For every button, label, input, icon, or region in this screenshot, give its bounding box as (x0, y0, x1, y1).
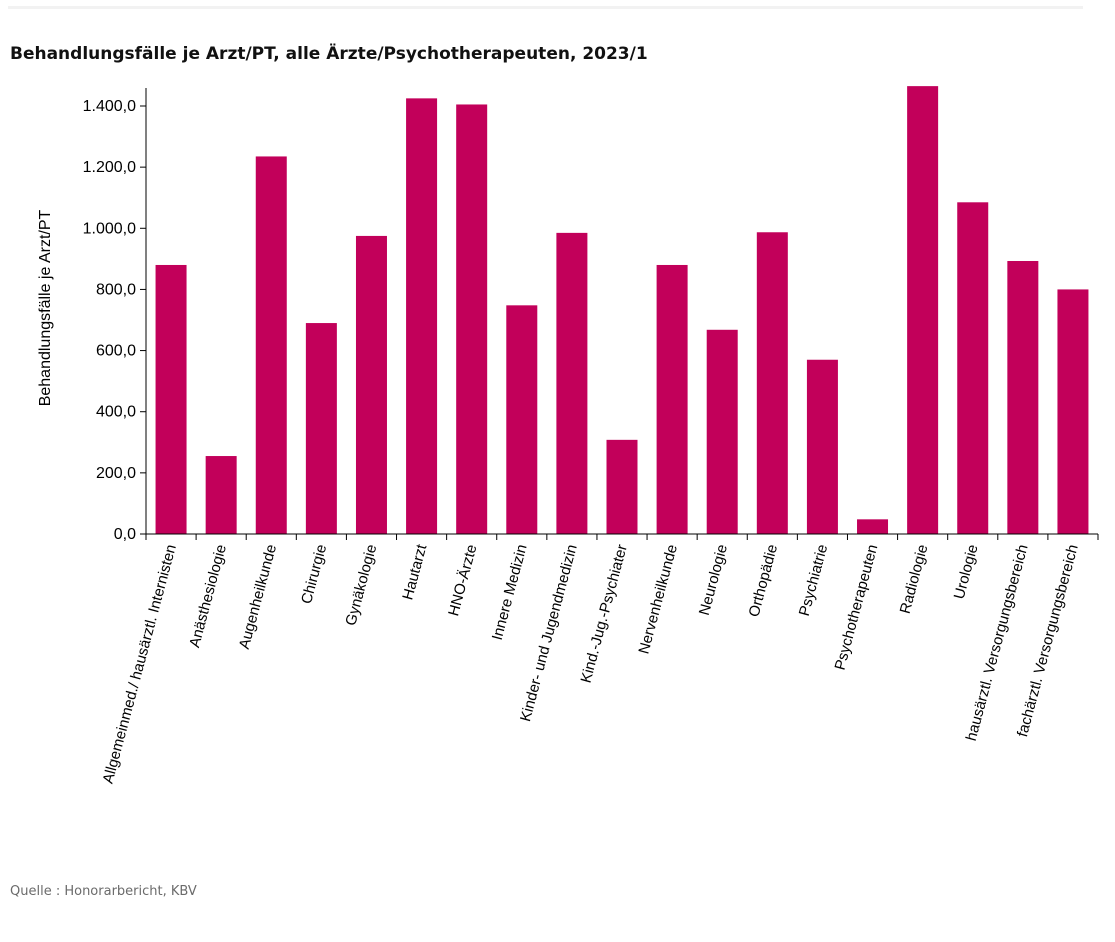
x-tick-label: Radiologie (897, 543, 932, 616)
source-note: Quelle : Honorarbericht, KBV (10, 884, 197, 899)
bar (907, 86, 939, 534)
bar (756, 232, 788, 534)
bar (806, 359, 838, 534)
x-tick-label: HNO-Ärzte (445, 543, 480, 618)
x-tick-label: Nervenheilkunde (635, 543, 681, 656)
x-tick-label: Psychotherapeuten (832, 543, 882, 672)
x-tick-label: Gynäkologie (342, 543, 380, 628)
y-axis: 0,0 200,0 400,0 600,0 800,0 1.000,0 1.200,0 1.4… (83, 88, 147, 543)
x-tick-label: Hautarzt (399, 542, 430, 602)
bar (355, 235, 387, 534)
bar (155, 264, 187, 534)
x-tick-label: Augenheilkunde (236, 543, 280, 651)
x-tick-label: Kinder- und Jugendmedizin (517, 543, 581, 724)
y-tick-label: 800,0 (96, 281, 136, 298)
bars (155, 86, 1089, 535)
bar (305, 323, 337, 534)
x-tick-label: Kind.-Jug.-Psychiater (578, 543, 631, 685)
chart-title: Behandlungsfälle je Arzt/PT, alle Ärzte/… (10, 44, 648, 64)
x-tick-label: Urologie (951, 543, 982, 601)
bar (957, 202, 989, 535)
x-tick-label: Orthopädie (746, 543, 782, 619)
bar (556, 232, 588, 534)
x-tick-label: Neurologie (696, 543, 731, 617)
x-tick-label: Psychiatrie (796, 543, 831, 618)
bar (857, 519, 889, 534)
top-divider (8, 6, 1083, 9)
y-tick-label: 600,0 (96, 343, 136, 360)
x-tick-label: Chirurgie (298, 543, 330, 606)
bar (656, 264, 688, 534)
bar (506, 305, 538, 534)
bar (706, 329, 738, 534)
y-axis-label: Behandlungsfälle je Arzt/PT (37, 209, 54, 406)
bar (1007, 260, 1039, 534)
y-tick-label: 400,0 (96, 404, 136, 421)
bar (205, 456, 237, 534)
y-tick-label: 1.400,0 (83, 98, 136, 115)
bar (456, 104, 488, 534)
x-tick-label: Anästhesiologie (186, 543, 230, 650)
x-tick-label: Innere Medizin (489, 543, 531, 642)
bar (1057, 289, 1089, 534)
bar (606, 439, 638, 534)
x-tick-label: Allgemeinmed./ hausärztl. Internisten (100, 543, 180, 786)
bar (255, 156, 287, 534)
y-tick-label: 1.200,0 (83, 159, 136, 176)
y-tick-label: 0,0 (114, 526, 136, 543)
y-tick-label: 1.000,0 (83, 220, 136, 237)
bar (406, 98, 438, 534)
x-axis: Allgemeinmed./ hausärztl. Internisten Anä… (100, 533, 1099, 786)
y-tick-label: 200,0 (96, 465, 136, 482)
